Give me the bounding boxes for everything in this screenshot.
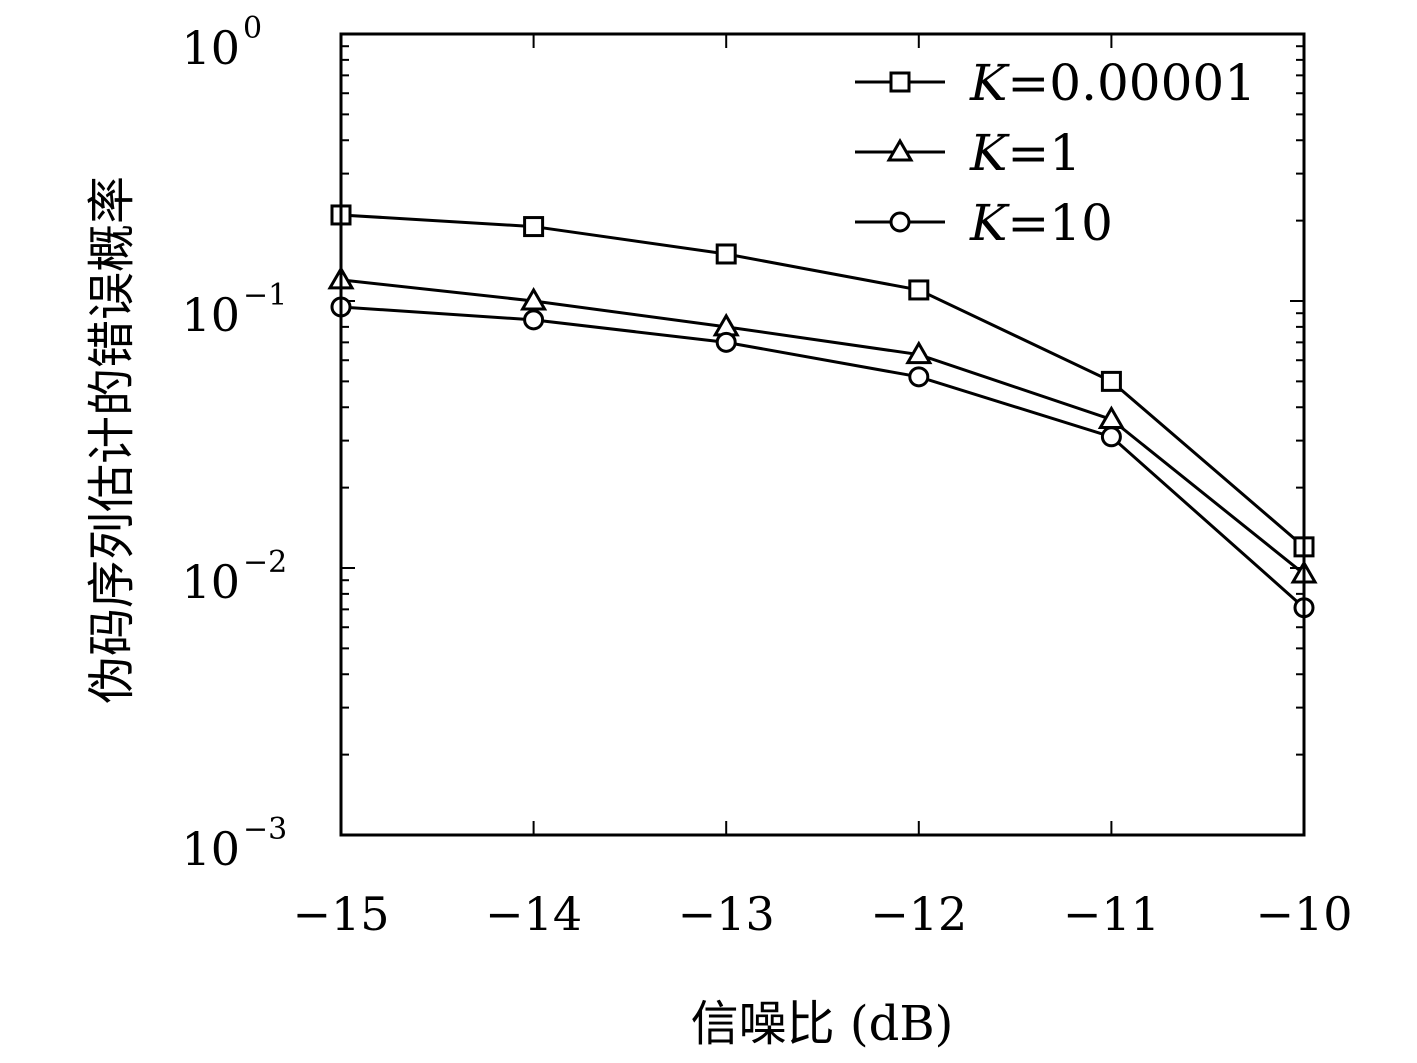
x-tick-label: −10 xyxy=(1255,887,1352,941)
series-line xyxy=(340,278,1305,576)
legend-label: K=0.00001 xyxy=(969,54,1256,112)
series-line xyxy=(340,213,1305,548)
marker-square xyxy=(523,216,545,238)
x-tick-labels: −15 −14 −13 −12 −11 −10 xyxy=(292,887,1352,941)
legend-variable: K xyxy=(969,194,1010,252)
series-line xyxy=(340,305,1305,609)
marker-square xyxy=(1100,370,1122,392)
marker-circle xyxy=(1100,426,1122,448)
y-tick-label: 10 xyxy=(181,288,240,342)
y-tick-label: 10 xyxy=(181,21,240,75)
marker-triangle xyxy=(905,340,933,365)
marker-triangle xyxy=(519,287,548,311)
marker-circle xyxy=(908,366,930,388)
legend-label: K=1 xyxy=(969,124,1081,182)
series-3 xyxy=(330,296,1315,619)
y-tick-label: 10 xyxy=(181,822,240,876)
legend-variable: K xyxy=(969,124,1010,182)
y-axis-title: 伪码序列估计的错误概率 xyxy=(84,176,140,704)
series-1 xyxy=(330,204,1315,558)
y-tick-exponent: 0 xyxy=(243,11,262,46)
y-tick-exponent: −2 xyxy=(243,545,287,580)
marker-circle xyxy=(715,331,737,353)
ticks-layer xyxy=(340,34,1305,836)
legend-value: =10 xyxy=(1007,194,1113,252)
legend-variable: K xyxy=(969,54,1010,112)
legend-value: =0.00001 xyxy=(1007,54,1256,112)
marker-circle xyxy=(889,211,911,233)
marker-square xyxy=(908,279,930,301)
legend-label: K=10 xyxy=(969,194,1113,252)
y-tick-label: 10 xyxy=(181,555,240,609)
marker-square xyxy=(889,71,911,93)
x-tick-label: −11 xyxy=(1063,887,1160,941)
legend-item: K=0.00001 xyxy=(855,54,1256,112)
y-tick-exponent: −3 xyxy=(243,812,287,847)
plot-frame xyxy=(339,32,1306,837)
x-tick-label: −14 xyxy=(485,887,582,941)
series-layer xyxy=(327,204,1318,619)
x-tick-label: −12 xyxy=(870,887,967,941)
marker-square xyxy=(715,243,737,265)
marker-circle xyxy=(523,309,545,331)
x-tick-label: −15 xyxy=(292,887,389,941)
legend-value: =1 xyxy=(1007,124,1081,182)
legend-item: K=10 xyxy=(855,194,1113,252)
marker-triangle xyxy=(886,138,914,162)
y-tick-exponent: −1 xyxy=(243,278,287,313)
x-axis-title: 信噪比 (dB) xyxy=(691,996,954,1052)
x-tick-label: −13 xyxy=(678,887,775,941)
legend-item: K=1 xyxy=(855,124,1081,182)
